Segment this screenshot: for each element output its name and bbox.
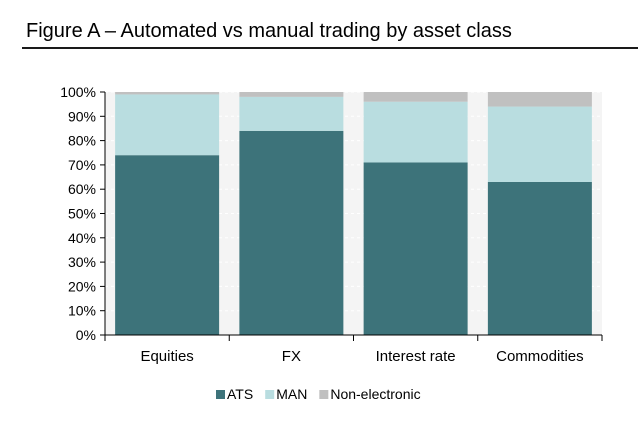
y-tick-label: 70% xyxy=(68,157,96,173)
y-tick-label: 100% xyxy=(60,84,96,100)
title-divider xyxy=(22,47,638,49)
chart-title: Figure A – Automated vs manual trading b… xyxy=(26,20,512,42)
x-tick-labels: Equities FX Interest rate Commodities xyxy=(140,348,583,365)
y-tick-label: 60% xyxy=(68,181,96,197)
y-tick-labels: 0% 10% 20% 30% 40% 50% 60% 70% 80% 90% 100% xyxy=(60,84,96,343)
legend-swatch-ats xyxy=(216,390,225,399)
x-tick-label-commodities: Commodities xyxy=(496,348,584,365)
bar-non-electronic-commodities xyxy=(487,92,592,107)
legend: ATS MAN Non-electronic xyxy=(216,386,421,402)
y-tick-label: 0% xyxy=(76,327,96,343)
x-tick-label-interest-rate: Interest rate xyxy=(376,348,456,365)
legend-label-man: MAN xyxy=(276,386,307,402)
y-tick-label: 90% xyxy=(68,108,96,124)
bar-ats-equities xyxy=(115,155,220,335)
y-tick-label: 50% xyxy=(68,206,96,222)
bar-non-electronic-equities xyxy=(115,92,220,95)
y-tick-label: 10% xyxy=(68,303,96,319)
bar-man-interest-rate xyxy=(363,101,468,163)
bar-ats-interest-rate xyxy=(363,162,468,335)
legend-swatch-non-electronic xyxy=(319,390,329,399)
y-tick-label: 30% xyxy=(68,254,96,270)
bars xyxy=(115,92,592,335)
bar-man-equities xyxy=(115,94,220,156)
bar-non-electronic-fx xyxy=(239,92,344,97)
bar-man-commodities xyxy=(487,106,592,182)
x-tick-label-fx: FX xyxy=(282,348,301,365)
legend-swatch-man xyxy=(265,390,275,399)
bar-man-fx xyxy=(239,96,344,131)
bar-non-electronic-interest-rate xyxy=(363,92,468,102)
legend-label-non-electronic: Non-electronic xyxy=(330,386,420,402)
legend-label-ats: ATS xyxy=(227,386,253,402)
axes xyxy=(100,91,603,341)
y-tick-label: 20% xyxy=(68,278,96,294)
bar-ats-commodities xyxy=(487,181,592,335)
bar-ats-fx xyxy=(239,130,344,335)
y-tick-label: 80% xyxy=(68,133,96,149)
y-tick-label: 40% xyxy=(68,230,96,246)
x-tick-label-equities: Equities xyxy=(140,348,193,365)
